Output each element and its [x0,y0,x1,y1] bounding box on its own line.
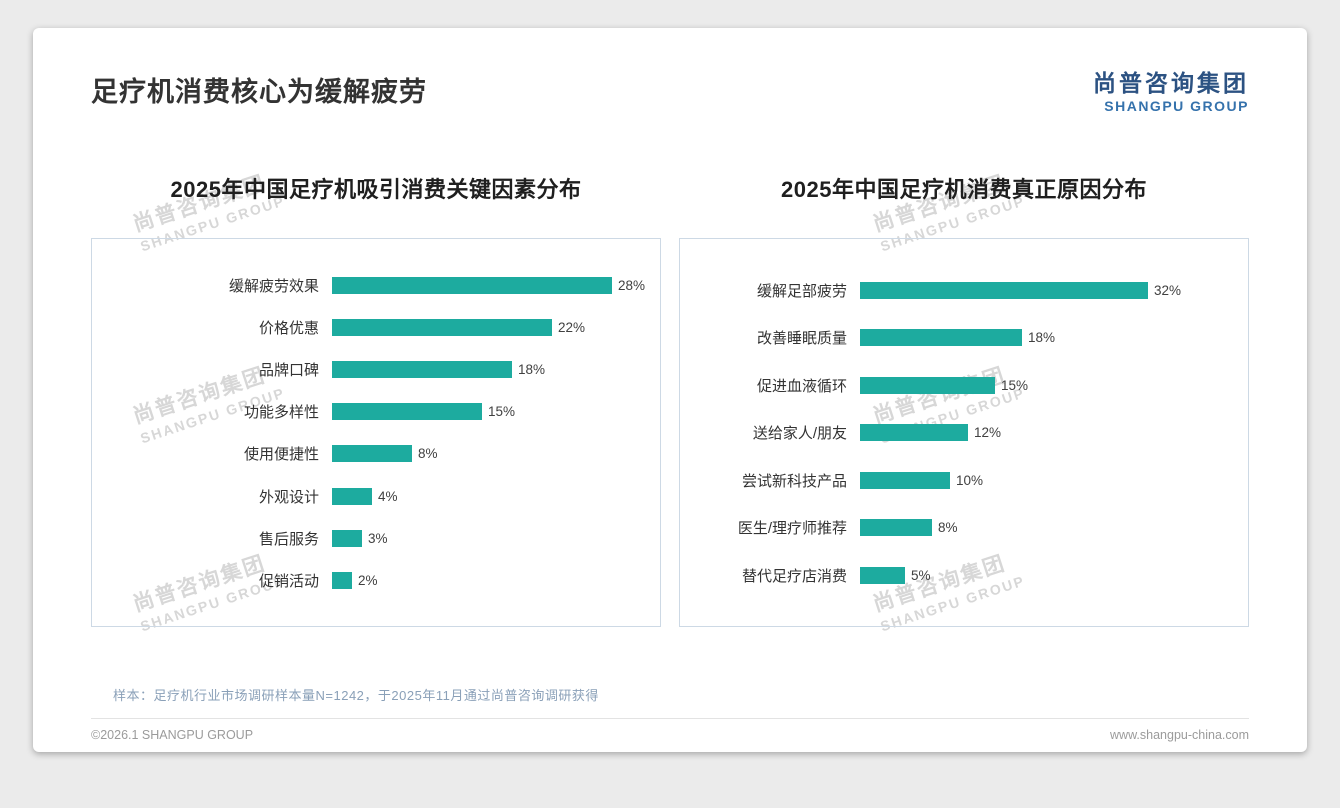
bar-label: 缓解足部疲劳 [756,282,847,300]
bar-value: 22% [558,319,586,335]
bar-row: 尝试新科技产品 10% [696,470,1232,491]
bar [860,376,995,394]
bar-track: 12% [860,424,1232,442]
bar [860,566,905,584]
bar-label: 促进血液循环 [756,377,847,395]
bar-track: 2% [332,572,644,590]
bar-label: 尝试新科技产品 [741,472,847,490]
sample-note: 样本：足疗机行业市场调研样本量N=1242，于2025年11月通过尚普咨询调研获… [113,688,599,704]
footer-divider [91,718,1249,720]
bar-label: 替代足疗店消费 [741,567,847,585]
bar-track: 15% [860,376,1232,394]
website-text: www.shangpu-china.com [1110,728,1249,743]
bar-row: 使用便捷性 8% [108,443,644,464]
bar [332,529,362,547]
company-logo: 尚普咨询集团 SHANGPU GROUP [1093,70,1249,114]
bar-track: 8% [332,445,644,463]
bar-value: 28% [618,277,646,293]
copyright-text: ©2026.1 SHANGPU GROUP [91,728,254,743]
bar-label: 功能多样性 [243,404,319,422]
bar-label: 使用便捷性 [243,446,319,464]
bar-label: 品牌口碑 [258,362,319,380]
bar-value: 18% [1028,330,1056,346]
bar-value: 4% [378,488,398,504]
bar-value: 10% [956,472,984,488]
bar [332,318,552,336]
bar-row: 价格优惠 22% [108,317,644,338]
bar [332,361,512,379]
bar [332,276,612,294]
bar [860,471,950,489]
bar-track: 8% [860,519,1232,537]
bar-label: 价格优惠 [258,319,319,337]
bar-row: 送给家人/朋友 12% [696,422,1232,443]
logo-chinese-text: 尚普咨询集团 [1093,70,1249,96]
bar-label: 改善睡眠质量 [756,330,847,348]
bar-row: 外观设计 4% [108,486,644,507]
bar-track: 5% [860,566,1232,584]
chart-block-attract-factors: 2025年中国足疗机吸引消费关键因素分布 缓解疲劳效果 28% 价格优惠 22% 品牌口… [91,172,661,628]
bar-row: 品牌口碑 18% [108,359,644,380]
bar-track: 4% [332,487,644,505]
charts-row: 2025年中国足疗机吸引消费关键因素分布 缓解疲劳效果 28% 价格优惠 22% 品牌口… [91,172,1249,628]
bar-value: 8% [938,520,958,536]
bar-row: 促销活动 2% [108,570,644,591]
bar-row: 改善睡眠质量 18% [696,327,1232,348]
bar-row: 促进血液循环 15% [696,375,1232,396]
bar [860,519,932,537]
bar-chart-real-reasons: 缓解足部疲劳 32% 改善睡眠质量 18% 促进血液循环 15% 送给家人/朋友 12% 尝试新… [679,238,1249,628]
bar-track: 10% [860,471,1232,489]
bar-value: 5% [911,567,931,583]
bar-row: 医生/理疗师推荐 8% [696,517,1232,538]
page-title: 足疗机消费核心为缓解疲劳 [91,77,427,107]
chart-title: 2025年中国足疗机吸引消费关键因素分布 [170,177,582,203]
bar-value: 2% [358,573,378,589]
bar-track: 3% [332,529,644,547]
bar-track: 15% [332,403,644,421]
bar-track: 32% [860,281,1232,299]
bar-row: 替代足疗店消费 5% [696,565,1232,586]
bar [332,572,352,590]
bar-label: 售后服务 [258,530,319,548]
bottom-bar: ©2026.1 SHANGPU GROUP www.shangpu-china.… [91,728,1249,742]
bar-value: 8% [418,446,438,462]
bar-row: 缓解足部疲劳 32% [696,280,1232,301]
bar-value: 12% [974,425,1002,441]
chart-block-real-reasons: 2025年中国足疗机消费真正原因分布 缓解足部疲劳 32% 改善睡眠质量 18% 促进血… [679,172,1249,628]
bar-row: 功能多样性 15% [108,401,644,422]
logo-english-text: SHANGPU GROUP [1104,97,1249,114]
bar-label: 外观设计 [258,488,319,506]
bar-value: 15% [488,404,516,420]
bar-label: 送给家人/朋友 [752,425,847,443]
bar-row: 缓解疲劳效果 28% [108,275,646,296]
slide-card: 尚普咨询集团 SHANGPU GROUP 尚普咨询集团 SHANGPU GROU… [33,28,1307,752]
bar-track: 18% [860,329,1232,347]
bar [860,329,1022,347]
bar-chart-attract-factors: 缓解疲劳效果 28% 价格优惠 22% 品牌口碑 18% 功能多样性 15% 使用便捷性 8% 外观… [91,238,661,628]
bar-value: 18% [518,362,546,378]
bar-row: 售后服务 3% [108,528,644,549]
bar-value: 3% [368,530,388,546]
bar-value: 32% [1154,282,1182,298]
bar [332,403,482,421]
bar [860,424,968,442]
bar-track: 22% [332,318,644,336]
bar-track: 18% [332,361,644,379]
bar-value: 15% [1001,377,1029,393]
chart-title: 2025年中国足疗机消费真正原因分布 [781,177,1147,203]
bar-label: 促销活动 [258,573,319,591]
bar-label: 医生/理疗师推荐 [737,520,847,538]
bar-label: 缓解疲劳效果 [228,277,319,295]
bar-track: 28% [332,276,646,294]
bar [332,487,372,505]
header: 足疗机消费核心为缓解疲劳 尚普咨询集团 SHANGPU GROUP [91,28,1249,114]
bar [860,281,1148,299]
bar [332,445,412,463]
